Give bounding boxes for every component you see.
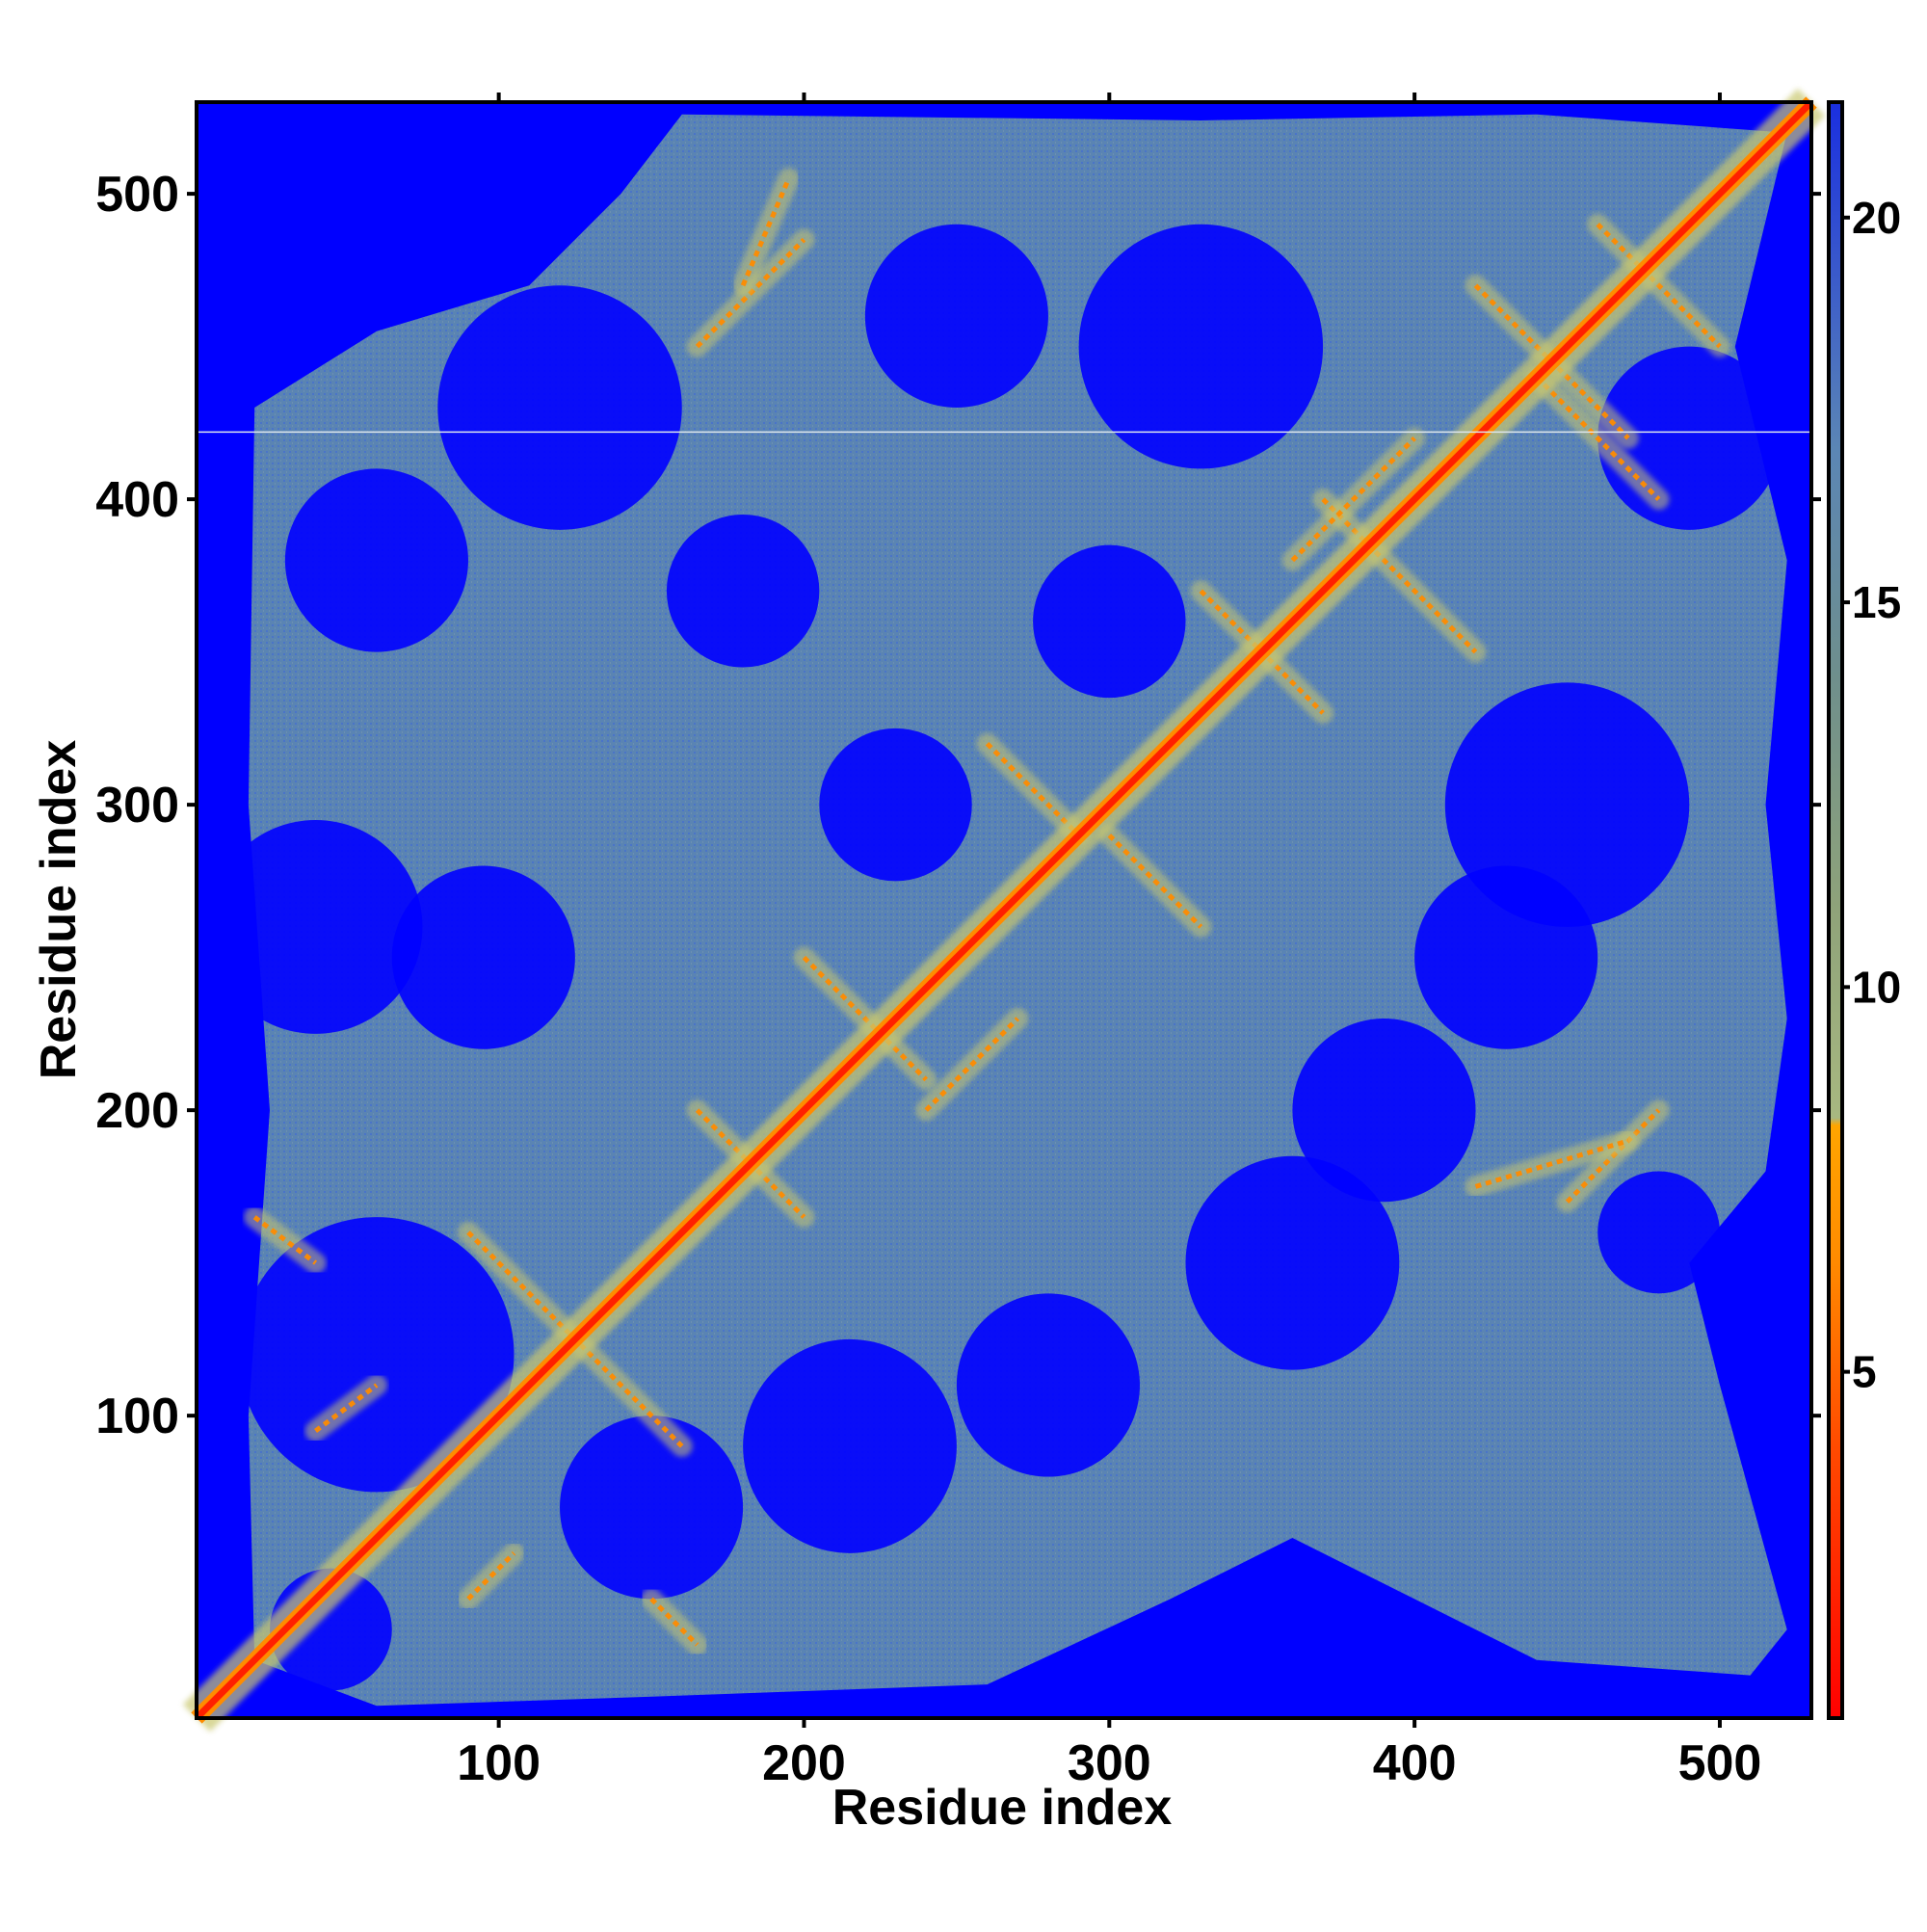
far-distance-blob — [1292, 1019, 1476, 1203]
contact-streak — [802, 955, 928, 1082]
y-tick-label: 300 — [95, 778, 179, 834]
far-distance-blob — [819, 728, 972, 882]
far-distance-blob — [1033, 544, 1186, 699]
far-distance-blob — [1597, 1171, 1720, 1294]
contact-streak — [466, 1551, 516, 1601]
contact-streak — [740, 177, 791, 287]
plot-frame — [195, 100, 1813, 1720]
axes: 100 200 300 400 500 100 200 300 400 500 — [95, 93, 1821, 1791]
x-axis-label: Residue index — [832, 1780, 1173, 1836]
y-tick-label: 200 — [95, 1083, 179, 1139]
far-distance-blob — [1078, 224, 1324, 469]
colorbar: 5 10 15 20 — [1827, 100, 1901, 1720]
contact-streak — [1107, 834, 1203, 929]
colorbar-tick-label: 5 — [1852, 1347, 1877, 1397]
contact-streak — [649, 1597, 700, 1647]
contact-streak — [1290, 436, 1416, 563]
contact-streak — [314, 1383, 379, 1434]
far-distance-blob — [1414, 865, 1598, 1049]
x-tick-label: 500 — [1678, 1735, 1762, 1791]
contact-streak — [695, 237, 806, 349]
x-tick-label: 400 — [1373, 1735, 1457, 1791]
far-distance-blob — [239, 1217, 515, 1493]
far-distance-blob — [864, 224, 1048, 409]
contact-streak — [1474, 1138, 1629, 1189]
contact-streak — [985, 741, 1081, 837]
far-distance-blob — [743, 1338, 957, 1553]
far-distance-blob — [1444, 682, 1690, 927]
contact-streak — [252, 1215, 318, 1265]
x-tick-label: 200 — [762, 1735, 846, 1791]
colorbar-tick-label: 15 — [1852, 577, 1901, 627]
far-distance-blob — [391, 865, 575, 1049]
diagonal-contact-line — [194, 99, 1814, 1721]
contact-streak — [1535, 375, 1661, 501]
colorbar-tick-label: 10 — [1852, 962, 1901, 1012]
far-distance-blob — [560, 1416, 744, 1600]
far-distance-blob — [208, 819, 423, 1034]
colorbar-tick-label: 20 — [1852, 193, 1901, 243]
x-tick-label: 100 — [457, 1735, 541, 1791]
y-tick-label: 100 — [95, 1389, 179, 1444]
contact-streak — [924, 1017, 1020, 1112]
contact-streak — [1321, 497, 1478, 654]
far-distance-blob — [956, 1293, 1140, 1477]
x-tick-label: 300 — [1068, 1735, 1151, 1791]
far-distance-blob — [666, 514, 820, 668]
y-axis-label: Residue index — [31, 740, 87, 1080]
far-distance-blob — [437, 285, 682, 530]
far-distance-blob — [284, 468, 468, 652]
contact-streak — [1596, 223, 1722, 349]
y-tick-label: 500 — [95, 167, 179, 223]
heatmap-overlay — [182, 88, 1826, 1733]
far-distance-blob — [1185, 1155, 1400, 1370]
y-tick-label: 400 — [95, 472, 179, 528]
colorbar-bar — [1827, 100, 1844, 1720]
